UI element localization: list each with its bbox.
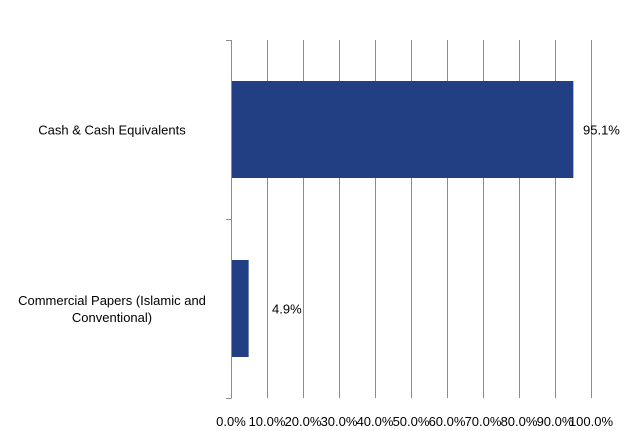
x-tick-label: 50.0% — [393, 414, 430, 429]
data-label: 4.9% — [272, 302, 302, 317]
x-tick-labels: 0.0% 10.0% 20.0% 30.0% 40.0% 50.0% 60.0% 70.0% 8… — [216, 414, 613, 429]
x-tick-label: 90.0% — [537, 414, 574, 429]
x-tick-label: 100.0% — [569, 414, 614, 429]
axes — [226, 40, 232, 399]
x-tick-label: 40.0% — [357, 414, 394, 429]
x-tick-label: 10.0% — [249, 414, 286, 429]
data-labels: 95.1% 4.9% — [272, 123, 620, 317]
x-tick-label: 70.0% — [465, 414, 502, 429]
category-label: Cash & Cash Equivalents — [38, 123, 186, 138]
x-tick-label: 0.0% — [216, 414, 246, 429]
x-tick-label: 20.0% — [285, 414, 322, 429]
category-label: Commercial Papers (Islamic and Convention… — [18, 293, 206, 325]
data-label: 95.1% — [583, 123, 620, 138]
bars — [232, 81, 574, 357]
x-tick-label: 60.0% — [429, 414, 466, 429]
x-tick-label: 30.0% — [321, 414, 358, 429]
bar — [232, 260, 249, 357]
x-tick-label: 80.0% — [501, 414, 538, 429]
category-labels: Cash & Cash Equivalents Commercial Papers… — [18, 123, 206, 326]
bar — [232, 81, 574, 178]
